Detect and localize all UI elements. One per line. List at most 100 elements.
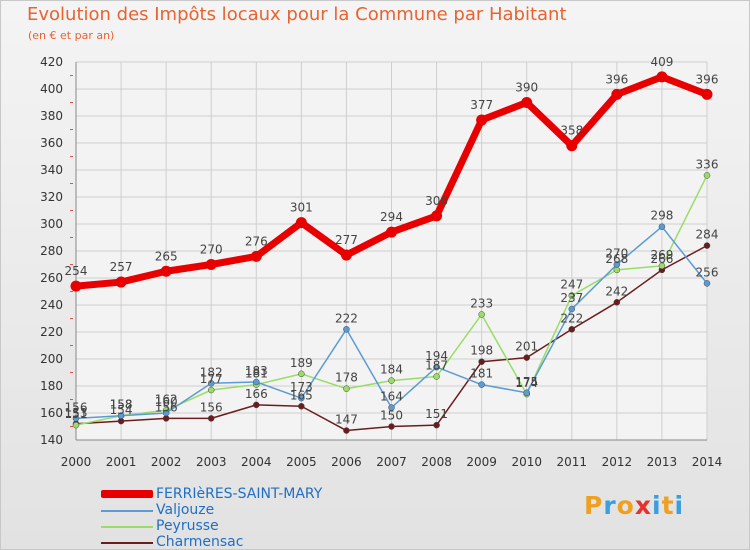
data-label-1: 181 — [470, 367, 493, 381]
x-tick-label: 2013 — [647, 455, 678, 469]
logo-letter: P — [584, 491, 604, 520]
data-label-0: 301 — [290, 201, 313, 215]
data-point-1 — [433, 363, 440, 371]
data-label-3: 266 — [650, 252, 673, 266]
data-point-1 — [72, 415, 80, 422]
data-point-1 — [207, 380, 215, 387]
data-label-2: 268 — [605, 252, 628, 266]
data-label-3: 165 — [290, 388, 313, 402]
data-label-3: 242 — [605, 284, 628, 298]
data-label-3: 154 — [110, 403, 133, 417]
logo-letter: i — [652, 491, 662, 520]
data-point-0 — [205, 259, 217, 270]
data-point-1 — [162, 409, 170, 417]
data-point-0 — [386, 226, 397, 238]
data-label-1: 164 — [380, 390, 403, 404]
data-label-0: 390 — [515, 81, 538, 95]
data-point-3 — [478, 358, 485, 365]
data-point-2 — [388, 377, 395, 384]
data-point-2 — [207, 386, 215, 394]
y-tick-label: 320 — [40, 190, 63, 204]
data-label-3: 284 — [696, 228, 719, 242]
y-tick-label: 260 — [40, 271, 63, 285]
data-label-0: 358 — [560, 124, 583, 138]
y-tick-label: 400 — [40, 82, 63, 96]
data-point-0 — [656, 71, 668, 83]
legend-swatch-charmensac — [101, 542, 153, 544]
data-point-0 — [521, 97, 533, 108]
data-label-2: 189 — [290, 356, 313, 370]
data-point-3 — [568, 326, 576, 333]
data-point-0 — [115, 276, 127, 288]
x-tick-label: 2001 — [106, 455, 137, 469]
data-label-3: 151 — [425, 407, 448, 421]
y-tick-label: 240 — [40, 298, 63, 312]
data-point-3 — [523, 354, 530, 361]
x-tick-label: 2012 — [602, 455, 633, 469]
data-label-1: 194 — [425, 349, 448, 363]
data-label-0: 277 — [335, 233, 358, 247]
data-point-3 — [613, 299, 621, 306]
data-point-0 — [250, 250, 262, 262]
data-point-2 — [658, 262, 666, 270]
data-label-1: 237 — [560, 291, 583, 305]
data-label-2: 178 — [335, 371, 358, 385]
x-tick-label: 2002 — [151, 455, 182, 469]
data-point-1 — [343, 326, 350, 333]
data-point-2 — [298, 370, 305, 378]
logo-letter: i — [674, 491, 685, 520]
data-point-0 — [431, 210, 443, 222]
data-point-0 — [70, 280, 82, 292]
x-tick-label: 2014 — [692, 455, 723, 469]
data-label-1: 156 — [65, 400, 88, 414]
data-point-0 — [340, 249, 352, 261]
data-point-2 — [613, 266, 621, 274]
data-label-3: 166 — [245, 387, 268, 401]
data-point-3 — [388, 423, 395, 430]
y-tick-label: 360 — [40, 136, 63, 150]
y-tick-label: 280 — [40, 244, 63, 258]
x-tick-label: 2007 — [376, 455, 407, 469]
data-label-1: 183 — [245, 364, 268, 378]
data-point-2 — [433, 373, 440, 380]
data-point-3 — [117, 417, 125, 425]
x-tick-label: 2010 — [511, 455, 542, 469]
data-label-1: 173 — [290, 380, 313, 394]
data-label-3: 222 — [560, 311, 583, 325]
data-label-3: 156 — [155, 400, 178, 414]
data-label-2: 233 — [470, 296, 493, 310]
x-tick-label: 2004 — [241, 455, 272, 469]
data-point-3 — [298, 403, 305, 410]
data-label-0: 257 — [110, 260, 133, 274]
data-label-2: 177 — [200, 372, 223, 386]
x-tick-label: 2009 — [466, 455, 497, 469]
chart-subtitle: (en € et par an) — [28, 29, 115, 42]
data-label-0: 276 — [245, 234, 268, 248]
data-label-1: 256 — [696, 265, 719, 279]
data-label-2: 174 — [515, 376, 538, 390]
data-label-1: 158 — [110, 398, 133, 412]
legend-swatch-valjouze — [101, 510, 153, 512]
data-point-1 — [703, 280, 711, 287]
y-tick-label: 160 — [40, 406, 63, 420]
y-tick-label: 420 — [40, 55, 63, 69]
data-point-3 — [253, 401, 260, 409]
legend-label-charmensac: Charmensac — [156, 534, 244, 550]
data-label-0: 294 — [380, 210, 403, 224]
data-label-0: 409 — [650, 55, 673, 69]
legend-label-peyrusse: Peyrusse — [156, 518, 219, 534]
x-tick-label: 2003 — [196, 455, 227, 469]
data-point-1 — [253, 378, 260, 386]
y-tick-label: 180 — [40, 379, 63, 393]
data-label-2: 187 — [425, 359, 448, 373]
data-point-1 — [298, 394, 305, 402]
data-point-1 — [117, 412, 125, 419]
logo-letter: o — [616, 491, 635, 520]
data-point-3 — [343, 427, 350, 434]
y-tick-label: 200 — [40, 352, 63, 366]
data-label-0: 265 — [155, 249, 178, 263]
data-label-3: 156 — [200, 400, 223, 414]
data-label-2: 151 — [65, 407, 88, 421]
data-point-0 — [476, 114, 488, 126]
